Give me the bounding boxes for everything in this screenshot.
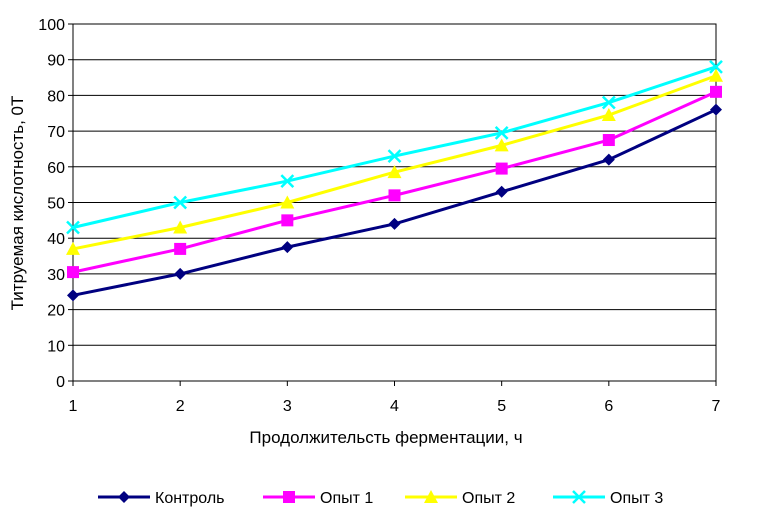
- y-tick-label: 100: [38, 17, 65, 34]
- data-point: [280, 174, 295, 188]
- data-point: [495, 162, 508, 175]
- data-point: [174, 242, 187, 255]
- legend-swatch-marker: [283, 491, 295, 503]
- legend-item-2: Опыт 1: [263, 490, 373, 507]
- data-point: [602, 134, 615, 147]
- data-point: [173, 220, 188, 234]
- data-point: [173, 195, 188, 210]
- y-axis-label: Титруемая кислотность, 0Т: [8, 96, 27, 311]
- legend-swatch-marker: [424, 490, 438, 503]
- x-tick-label: 6: [604, 398, 613, 415]
- legend: Контроль Опыт 1 Опыт 2 Опыт 3: [98, 490, 663, 507]
- data-point: [709, 68, 723, 82]
- data-point: [494, 138, 509, 152]
- y-tick-label: 0: [56, 374, 65, 391]
- y-tick-label: 90: [47, 53, 65, 70]
- data-point: [710, 85, 722, 98]
- series-3: [66, 68, 723, 255]
- legend-item-4: Опыт 3: [553, 490, 663, 507]
- y-tick-label: 20: [47, 303, 65, 320]
- series-line: [72, 90, 717, 274]
- data-point: [709, 59, 723, 74]
- legend-label: Опыт 1: [320, 490, 373, 507]
- data-point: [494, 126, 509, 140]
- legend-item-3: Опыт 2: [405, 490, 515, 507]
- data-point: [66, 241, 80, 255]
- y-tick-label: 30: [47, 267, 65, 284]
- y-tick-label: 10: [47, 338, 65, 355]
- y-tick-label: 60: [47, 160, 65, 177]
- data-point: [710, 103, 722, 116]
- x-tick-label: 3: [283, 398, 292, 415]
- data-point: [280, 195, 295, 209]
- x-tick-label: 1: [69, 398, 78, 415]
- x-tick-label: 5: [497, 398, 506, 415]
- data-point: [602, 153, 615, 166]
- data-point: [67, 289, 79, 302]
- series-line: [72, 65, 717, 229]
- legend-item-1: Контроль: [98, 490, 225, 507]
- x-axis-ticks: 1 2 3 4 5 6 7: [69, 381, 721, 415]
- y-tick-label: 80: [47, 88, 65, 105]
- series-4: [66, 59, 723, 235]
- data-point: [601, 95, 616, 110]
- legend-label: Опыт 2: [462, 490, 515, 507]
- legend-swatch-marker: [118, 491, 130, 503]
- x-tick-label: 7: [712, 398, 721, 415]
- x-tick-label: 4: [390, 398, 399, 415]
- data-point: [281, 214, 294, 227]
- data-point: [388, 217, 401, 230]
- data-point: [601, 108, 616, 122]
- grid-lines: [73, 23, 716, 382]
- data-point: [387, 165, 402, 179]
- legend-label: Контроль: [155, 490, 225, 507]
- data-point: [281, 241, 294, 254]
- x-axis-label: Продолжительсть ферментации, ч: [249, 428, 522, 447]
- data-point: [387, 149, 402, 163]
- data-point: [66, 220, 80, 235]
- data-point: [67, 266, 79, 279]
- data-point: [495, 185, 508, 198]
- data-point: [388, 189, 401, 202]
- y-tick-label: 50: [47, 196, 65, 213]
- y-axis-ticks: 0 10 20 30 40 50 60 70 80 90 100: [38, 17, 73, 391]
- legend-label: Опыт 3: [610, 490, 663, 507]
- x-tick-label: 2: [176, 398, 185, 415]
- y-tick-label: 40: [47, 231, 65, 248]
- series-2: [67, 85, 722, 279]
- y-tick-label: 70: [47, 124, 65, 141]
- series-group: [66, 59, 723, 302]
- data-point: [174, 267, 187, 280]
- legend-swatch-marker: [572, 490, 586, 504]
- series-1: [67, 103, 722, 302]
